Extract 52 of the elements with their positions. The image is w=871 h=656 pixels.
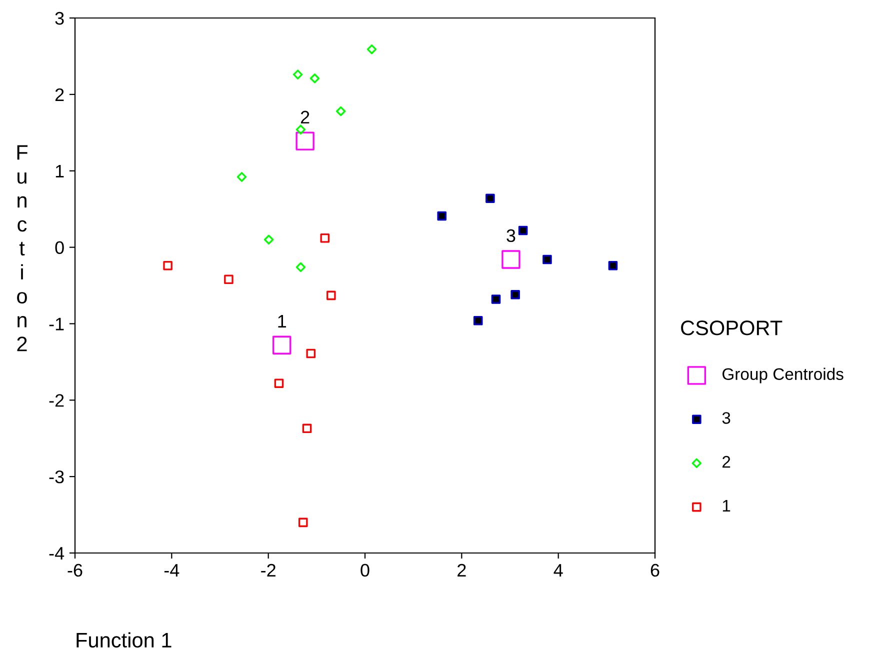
point (236, 172, 247, 182)
point (336, 106, 346, 116)
point (518, 226, 528, 236)
point (292, 70, 303, 80)
legend-label: Group Centroids (722, 368, 844, 384)
text: Function 2 (17, 145, 28, 352)
point (296, 124, 306, 134)
point (306, 348, 316, 358)
point (473, 316, 483, 326)
point (502, 250, 520, 269)
y-tick-label: 1 (56, 164, 64, 178)
point (296, 262, 306, 272)
point (486, 194, 495, 204)
x-tick-label: 4 (554, 564, 563, 576)
y-tick-label: -4 (49, 547, 64, 560)
point (437, 211, 446, 221)
point (163, 260, 172, 270)
point (302, 424, 312, 434)
point (320, 233, 330, 243)
point (224, 274, 234, 284)
y-tick-label: -1 (49, 318, 64, 330)
point (274, 378, 284, 388)
point (310, 74, 320, 84)
y-tick-label: 2 (55, 88, 64, 101)
legend-title: CSOPORT (681, 320, 782, 336)
point (326, 290, 336, 300)
x-tick-label: -4 (164, 564, 180, 576)
x-axis-title: Function 1 (76, 632, 172, 648)
x-tick-label: 2 (458, 564, 466, 576)
point (608, 260, 618, 270)
y-tick-label: 0 (55, 241, 64, 254)
point (296, 132, 314, 150)
x-tick-label: 6 (650, 564, 660, 577)
point (510, 290, 520, 300)
point (272, 336, 292, 354)
y-tick-label: 3 (55, 12, 64, 25)
y-tick-label: -2 (49, 394, 64, 407)
point (298, 518, 308, 528)
annotation: 1 (278, 315, 286, 328)
annotation: 2 (300, 110, 310, 124)
point (366, 44, 377, 54)
point (491, 294, 501, 304)
legend-label: 3 (722, 412, 730, 424)
y-tick-label: -3 (49, 470, 64, 484)
x-tick-label: 0 (360, 564, 370, 577)
legend-label: 2 (722, 456, 730, 468)
x-tick-label: -6 (68, 564, 82, 577)
x-tick-label: -2 (261, 564, 276, 576)
annotation: 3 (506, 229, 516, 242)
point (542, 254, 552, 264)
point (264, 234, 274, 245)
legend-label: 1 (722, 500, 730, 512)
